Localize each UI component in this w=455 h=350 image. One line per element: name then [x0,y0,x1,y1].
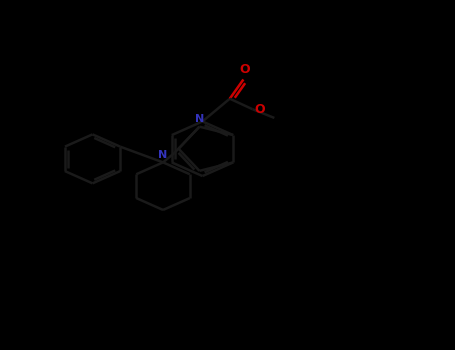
Text: N: N [195,114,204,124]
Text: O: O [239,63,250,76]
Text: N: N [158,150,168,160]
Text: O: O [254,103,264,117]
